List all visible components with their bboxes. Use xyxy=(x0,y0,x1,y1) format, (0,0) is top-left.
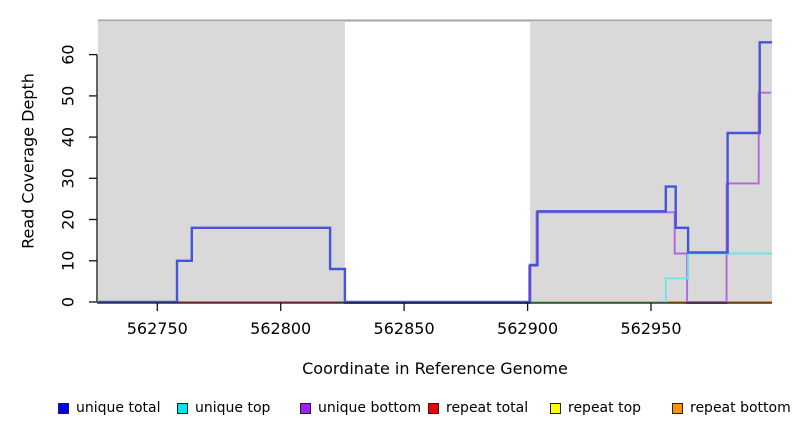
legend-label-unique-top: unique top xyxy=(195,400,271,416)
x-tick-label: 562850 xyxy=(374,319,435,338)
x-tick-label: 562950 xyxy=(620,319,681,338)
x-axis-title: Coordinate in Reference Genome xyxy=(302,359,568,378)
y-tick-label: 0 xyxy=(59,297,78,307)
x-tick-label: 562800 xyxy=(250,319,311,338)
y-axis-title: Read Coverage Depth xyxy=(18,73,38,249)
y-tick-label: 40 xyxy=(59,127,78,147)
legend-item-unique-total: unique total xyxy=(58,401,160,416)
legend-swatch-repeat-bottom xyxy=(672,403,683,414)
legend-swatch-unique-total xyxy=(58,403,69,414)
y-tick-label: 50 xyxy=(59,86,78,106)
legend-item-repeat-bottom: repeat bottom xyxy=(672,401,791,416)
legend-label-repeat-bottom: repeat bottom xyxy=(690,400,791,416)
legend-swatch-unique-bottom xyxy=(300,403,311,414)
legend-item-repeat-total: repeat total xyxy=(428,401,528,416)
legend-swatch-repeat-top xyxy=(550,403,561,414)
x-tick-label: 562750 xyxy=(127,319,188,338)
y-tick-label: 60 xyxy=(59,44,78,64)
legend-item-unique-bottom: unique bottom xyxy=(300,401,421,416)
legend-label-unique-bottom: unique bottom xyxy=(318,400,422,416)
legend-item-repeat-top: repeat top xyxy=(550,401,641,416)
legend-item-unique-top: unique top xyxy=(177,401,270,416)
legend-label-unique-total: unique total xyxy=(76,400,161,416)
legend-swatch-repeat-total xyxy=(428,403,439,414)
legend-swatch-unique-top xyxy=(177,403,188,414)
series-unique-total xyxy=(98,41,772,304)
shaded-region xyxy=(98,22,345,302)
y-tick-label: 30 xyxy=(59,168,78,188)
legend-label-repeat-top: repeat top xyxy=(568,400,642,416)
y-tick-label: 20 xyxy=(59,209,78,229)
legend-label-repeat-total: repeat total xyxy=(446,400,529,416)
shaded-region xyxy=(530,22,772,302)
x-tick-label: 562900 xyxy=(497,319,558,338)
y-tick-label: 10 xyxy=(59,251,78,271)
